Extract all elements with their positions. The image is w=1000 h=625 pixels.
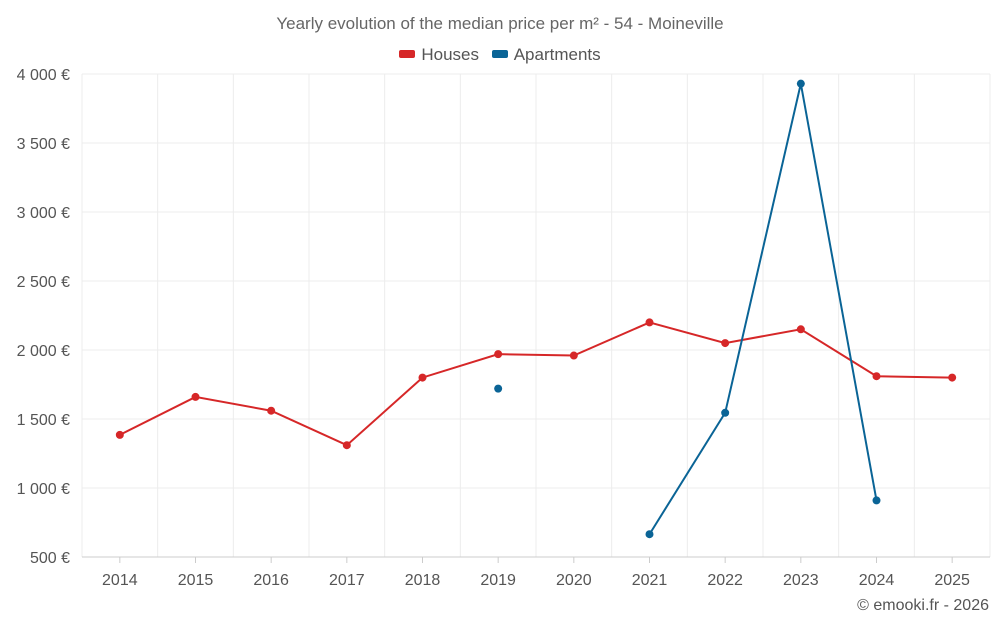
x-tick-label: 2025 bbox=[934, 572, 970, 589]
data-point-houses bbox=[872, 372, 881, 381]
data-point-houses bbox=[796, 325, 805, 334]
x-tick-label: 2019 bbox=[480, 572, 516, 589]
series-line-apartments bbox=[648, 83, 878, 535]
data-point-houses bbox=[948, 373, 957, 382]
data-point-houses bbox=[494, 350, 503, 359]
x-tick-label: 2015 bbox=[178, 572, 214, 589]
x-tick-label: 2020 bbox=[556, 572, 592, 589]
y-tick-label: 3 500 € bbox=[17, 136, 70, 153]
data-point-apartments bbox=[872, 496, 881, 505]
legend: Houses Apartments bbox=[0, 45, 1000, 65]
x-tick-label: 2014 bbox=[102, 572, 138, 589]
x-tick-label: 2022 bbox=[707, 572, 743, 589]
legend-item-houses[interactable]: Houses bbox=[399, 45, 479, 65]
y-tick-label: 4 000 € bbox=[17, 67, 70, 84]
data-point-houses bbox=[418, 373, 427, 382]
data-point-apartments bbox=[494, 384, 503, 393]
x-tick-label: 2021 bbox=[632, 572, 668, 589]
y-tick-label: 1 000 € bbox=[17, 481, 70, 498]
legend-swatch-houses bbox=[399, 50, 416, 58]
data-point-houses bbox=[191, 392, 200, 401]
legend-label-houses: Houses bbox=[421, 45, 479, 64]
data-point-apartments bbox=[796, 79, 805, 88]
y-tick-label: 2 500 € bbox=[17, 274, 70, 291]
data-point-houses bbox=[645, 318, 654, 327]
data-point-houses bbox=[721, 339, 730, 348]
y-tick-label: 2 000 € bbox=[17, 343, 70, 360]
legend-label-apartments: Apartments bbox=[513, 45, 601, 64]
y-tick-label: 3 000 € bbox=[17, 205, 70, 222]
data-point-houses bbox=[569, 351, 578, 360]
series-line-houses bbox=[119, 321, 953, 447]
x-tick-label: 2024 bbox=[859, 572, 895, 589]
legend-swatch-apartments bbox=[491, 50, 508, 58]
data-point-apartments bbox=[645, 530, 654, 539]
x-tick-label: 2023 bbox=[783, 572, 819, 589]
y-tick-label: 1 500 € bbox=[17, 412, 70, 429]
copyright-footer: © emooki.fr - 2026 bbox=[857, 597, 989, 614]
data-point-apartments bbox=[721, 408, 730, 417]
y-tick-label: 500 € bbox=[30, 550, 70, 567]
x-tick-label: 2016 bbox=[253, 572, 289, 589]
data-point-houses bbox=[115, 430, 124, 439]
x-tick-label: 2017 bbox=[329, 572, 365, 589]
data-point-houses bbox=[342, 441, 351, 450]
chart-title: Yearly evolution of the median price per… bbox=[276, 14, 724, 33]
x-tick-label: 2018 bbox=[405, 572, 441, 589]
legend-item-apartments[interactable]: Apartments bbox=[491, 45, 601, 65]
data-point-houses bbox=[267, 406, 276, 415]
